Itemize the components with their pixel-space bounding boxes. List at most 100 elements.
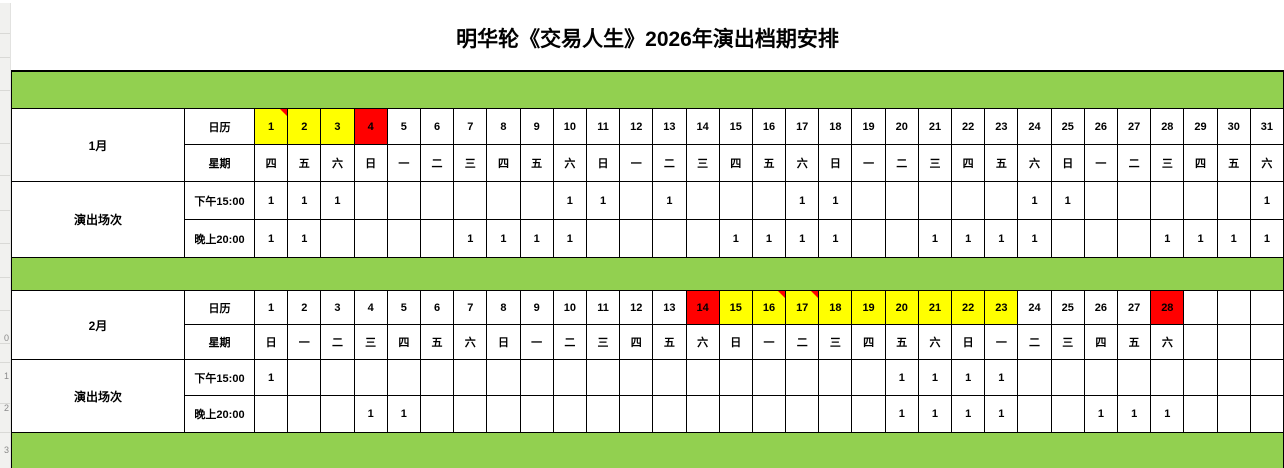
evening-count-cell[interactable] bbox=[1250, 396, 1284, 433]
evening-count-cell[interactable] bbox=[819, 396, 853, 433]
weekday-cell[interactable] bbox=[1217, 325, 1251, 360]
day-cell[interactable]: 2 bbox=[288, 109, 322, 145]
evening-count-cell[interactable] bbox=[686, 396, 720, 433]
afternoon-count-cell[interactable] bbox=[288, 360, 322, 396]
weekday-cell[interactable]: 六 bbox=[1151, 325, 1185, 360]
weekday-cell[interactable]: 五 bbox=[1217, 145, 1251, 182]
afternoon-count-cell[interactable] bbox=[1151, 182, 1185, 220]
weekday-cell[interactable]: 六 bbox=[786, 145, 820, 182]
evening-count-cell[interactable] bbox=[454, 396, 488, 433]
weekday-cell[interactable]: 二 bbox=[1018, 325, 1052, 360]
weekday-cell[interactable]: 三 bbox=[819, 325, 853, 360]
evening-count-cell[interactable] bbox=[1051, 396, 1085, 433]
afternoon-count-cell[interactable] bbox=[553, 360, 587, 396]
evening-count-cell[interactable] bbox=[852, 220, 886, 258]
afternoon-count-cell[interactable] bbox=[852, 360, 886, 396]
day-cell[interactable]: 30 bbox=[1217, 109, 1251, 145]
day-cell[interactable]: 24 bbox=[1018, 109, 1052, 145]
afternoon-count-cell[interactable] bbox=[653, 360, 687, 396]
day-cell[interactable]: 13 bbox=[653, 291, 687, 325]
weekday-cell[interactable]: 四 bbox=[487, 145, 521, 182]
day-cell[interactable]: 29 bbox=[1184, 109, 1218, 145]
weekday-cell[interactable]: 六 bbox=[454, 325, 488, 360]
evening-count-cell[interactable] bbox=[653, 396, 687, 433]
afternoon-count-cell[interactable] bbox=[420, 182, 455, 220]
day-cell[interactable]: 8 bbox=[487, 109, 521, 145]
weekday-cell[interactable]: 日 bbox=[487, 325, 521, 360]
title-cell[interactable]: 明华轮《交易人生》2026年演出档期安排 bbox=[11, 0, 1284, 72]
afternoon-count-cell[interactable] bbox=[752, 182, 787, 220]
afternoon-count-cell[interactable] bbox=[487, 182, 521, 220]
weekday-cell[interactable]: 一 bbox=[387, 145, 421, 182]
day-cell[interactable]: 15 bbox=[719, 291, 753, 325]
weekday-cell[interactable]: 六 bbox=[553, 145, 587, 182]
afternoon-count-cell[interactable] bbox=[1250, 360, 1284, 396]
afternoon-count-cell[interactable] bbox=[786, 360, 820, 396]
evening-count-cell[interactable] bbox=[487, 396, 521, 433]
evening-count-cell[interactable]: 1 bbox=[454, 220, 488, 258]
evening-count-cell[interactable]: 1 bbox=[885, 396, 919, 433]
weekday-cell[interactable]: 日 bbox=[819, 145, 853, 182]
afternoon-count-cell[interactable] bbox=[387, 182, 421, 220]
afternoon-count-cell[interactable]: 1 bbox=[1250, 182, 1284, 220]
afternoon-count-cell[interactable] bbox=[454, 182, 488, 220]
evening-count-cell[interactable] bbox=[786, 396, 820, 433]
day-cell[interactable]: 1 bbox=[255, 291, 289, 325]
evening-count-cell[interactable]: 1 bbox=[1151, 396, 1185, 433]
day-cell[interactable]: 8 bbox=[487, 291, 521, 325]
afternoon-count-cell[interactable] bbox=[1084, 360, 1119, 396]
afternoon-count-cell[interactable] bbox=[885, 182, 919, 220]
afternoon-count-cell[interactable] bbox=[1184, 182, 1218, 220]
weekday-cell[interactable]: 一 bbox=[752, 325, 787, 360]
weekday-cell[interactable]: 五 bbox=[288, 145, 322, 182]
afternoon-row-label[interactable]: 下午15:00 bbox=[185, 182, 255, 220]
weekday-cell[interactable]: 四 bbox=[387, 325, 421, 360]
afternoon-count-cell[interactable] bbox=[321, 360, 355, 396]
evening-count-cell[interactable] bbox=[1184, 396, 1218, 433]
weekday-cell[interactable]: 二 bbox=[885, 145, 919, 182]
afternoon-count-cell[interactable]: 1 bbox=[586, 182, 621, 220]
weekday-cell[interactable]: 日 bbox=[586, 145, 621, 182]
day-cell[interactable]: 19 bbox=[852, 291, 886, 325]
afternoon-count-cell[interactable] bbox=[354, 182, 388, 220]
evening-count-cell[interactable]: 1 bbox=[952, 220, 986, 258]
evening-count-cell[interactable] bbox=[620, 220, 654, 258]
afternoon-count-cell[interactable] bbox=[387, 360, 421, 396]
evening-count-cell[interactable]: 1 bbox=[553, 220, 587, 258]
afternoon-count-cell[interactable]: 1 bbox=[918, 360, 953, 396]
day-cell[interactable]: 10 bbox=[553, 291, 587, 325]
weekday-cell[interactable]: 二 bbox=[1118, 145, 1152, 182]
evening-count-cell[interactable]: 1 bbox=[985, 220, 1019, 258]
weekday-cell[interactable]: 六 bbox=[1018, 145, 1052, 182]
day-cell[interactable]: 10 bbox=[553, 109, 587, 145]
day-cell[interactable]: 7 bbox=[454, 109, 488, 145]
afternoon-count-cell[interactable] bbox=[852, 182, 886, 220]
afternoon-count-cell[interactable] bbox=[520, 182, 554, 220]
afternoon-count-cell[interactable]: 1 bbox=[1051, 182, 1085, 220]
day-cell[interactable]: 11 bbox=[586, 109, 621, 145]
month-name-cell[interactable]: 2月 bbox=[12, 291, 185, 360]
afternoon-count-cell[interactable] bbox=[1118, 360, 1152, 396]
weekday-cell[interactable]: 四 bbox=[952, 145, 986, 182]
weekday-cell[interactable]: 一 bbox=[520, 325, 554, 360]
weekday-row-label[interactable]: 星期 bbox=[185, 145, 255, 182]
evening-count-cell[interactable]: 1 bbox=[1151, 220, 1185, 258]
weekday-cell[interactable]: 四 bbox=[620, 325, 654, 360]
day-cell[interactable]: 4 bbox=[354, 109, 388, 145]
evening-count-cell[interactable] bbox=[686, 220, 720, 258]
evening-count-cell[interactable] bbox=[288, 396, 322, 433]
evening-count-cell[interactable] bbox=[885, 220, 919, 258]
weekday-cell[interactable]: 五 bbox=[1118, 325, 1152, 360]
weekday-cell[interactable]: 一 bbox=[852, 145, 886, 182]
day-cell[interactable]: 18 bbox=[819, 109, 853, 145]
day-cell[interactable]: 14 bbox=[686, 291, 720, 325]
day-cell[interactable]: 27 bbox=[1118, 109, 1152, 145]
evening-count-cell[interactable]: 1 bbox=[1184, 220, 1218, 258]
afternoon-count-cell[interactable]: 1 bbox=[653, 182, 687, 220]
day-cell[interactable]: 28 bbox=[1151, 291, 1185, 325]
afternoon-count-cell[interactable] bbox=[752, 360, 787, 396]
afternoon-count-cell[interactable] bbox=[985, 182, 1019, 220]
weekday-cell[interactable]: 日 bbox=[255, 325, 289, 360]
weekday-cell[interactable]: 四 bbox=[1084, 325, 1119, 360]
evening-count-cell[interactable] bbox=[1051, 220, 1085, 258]
